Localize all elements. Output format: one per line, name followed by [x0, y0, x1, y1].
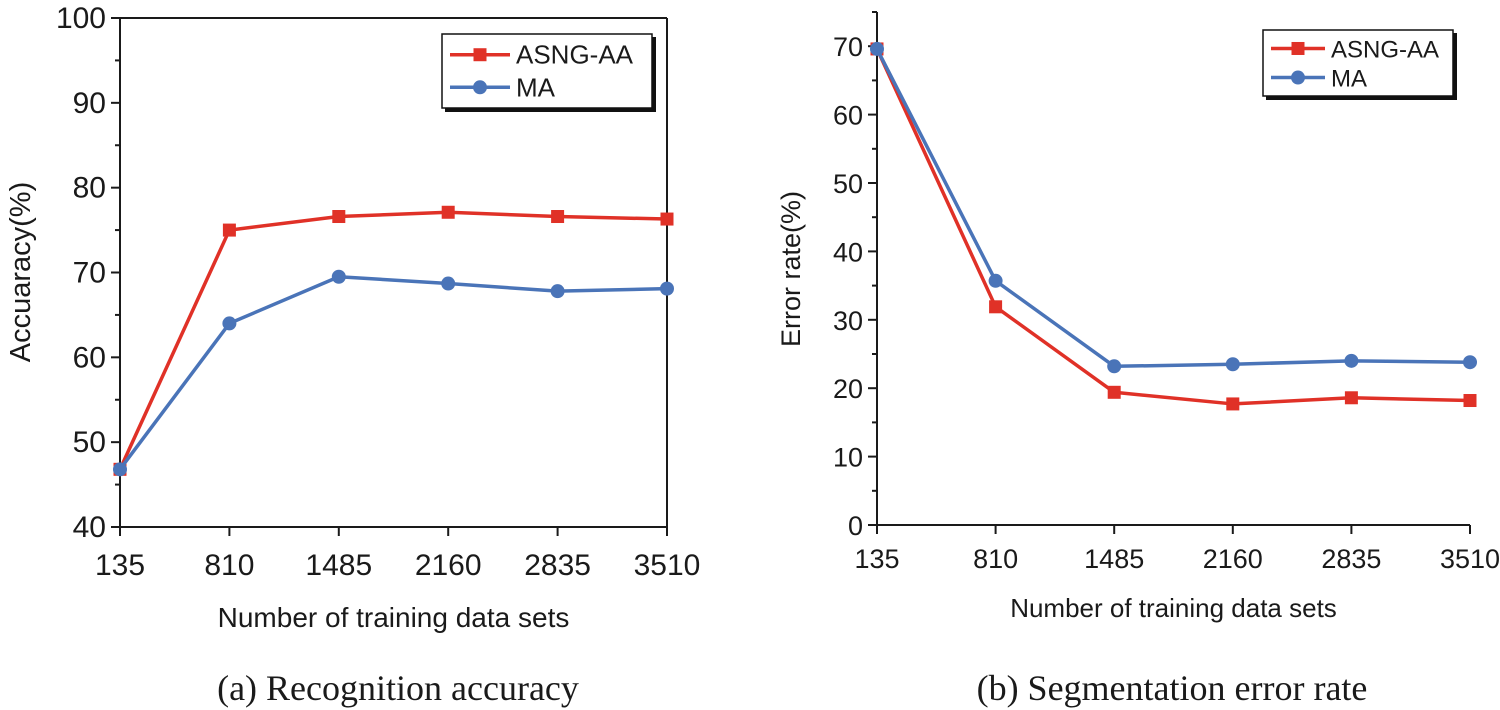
data-point-asng-aa: [332, 210, 346, 224]
x-axis-label: Number of training data sets: [1010, 593, 1337, 623]
y-tick-label: 50: [73, 426, 106, 459]
data-point-ma: [222, 316, 237, 331]
y-tick-label: 90: [73, 87, 106, 120]
x-tick-label: 135: [95, 549, 145, 582]
y-tick-label: 60: [833, 101, 863, 131]
data-point-asng-aa: [989, 300, 1003, 314]
y-tick-label: 80: [73, 172, 106, 205]
y-tick-label: 20: [833, 374, 863, 404]
x-tick-label: 1485: [1084, 544, 1144, 574]
data-point-ma: [113, 462, 127, 477]
x-tick-label: 3510: [1440, 544, 1500, 574]
y-tick-label: 70: [73, 257, 106, 290]
legend-label-ma: MA: [516, 72, 556, 102]
legend-label-asng-aa: ASNG-AA: [1331, 36, 1439, 63]
data-point-asng-aa: [1344, 391, 1358, 405]
x-tick-label: 810: [973, 544, 1018, 574]
data-point-ma: [660, 281, 674, 296]
data-point-asng-aa: [441, 205, 455, 219]
series-line-ma: [118, 274, 668, 471]
data-point-asng-aa: [551, 210, 565, 224]
chart-caption: (b) Segmentation error rate: [977, 668, 1368, 708]
legend-frame: [1262, 29, 1454, 97]
legend-shadow-bottom: [1266, 96, 1456, 100]
data-point-ma: [550, 284, 565, 299]
x-axis-label: Number of training data sets: [218, 602, 570, 633]
y-tick-label: 30: [833, 306, 863, 336]
series-line-asng-aa: [875, 48, 1471, 406]
data-point-asng-aa: [1226, 397, 1240, 411]
series-line-ma: [875, 48, 1471, 369]
data-point-ma: [1225, 357, 1240, 372]
legend-label-asng-aa: ASNG-AA: [516, 40, 634, 70]
data-point-asng-aa: [222, 223, 236, 237]
data-point-ma: [1463, 355, 1477, 370]
y-axis-label: Accuaracy(%): [5, 182, 37, 363]
legend-shadow-right: [1453, 33, 1457, 100]
legend-marker-ma: [1291, 70, 1305, 85]
series-line-asng-aa: [118, 210, 668, 471]
y-tick-label: 40: [73, 511, 106, 544]
x-tick-label: 2835: [1321, 544, 1381, 574]
y-tick-label: 10: [833, 443, 863, 473]
y-tick-label: 60: [73, 341, 106, 374]
data-point-ma: [1344, 353, 1359, 368]
legend-marker-asng-aa: [1291, 41, 1305, 55]
x-tick-label: 810: [204, 549, 254, 582]
chart-panel-a: 40 50 60 70 80 90 100 135 810 1485 2160 2835 3510 Num…: [5, 2, 700, 708]
y-tick-label: 100: [56, 2, 106, 35]
legend-shadow-bottom: [445, 108, 655, 112]
x-tick-label: 2160: [1203, 544, 1263, 574]
data-point-ma: [1107, 359, 1122, 374]
x-tick-label: 135: [854, 544, 899, 574]
x-tick-label: 3510: [634, 549, 701, 582]
legend-marker-ma: [473, 80, 487, 95]
y-tick-label: 0: [848, 511, 863, 541]
x-tick-label: 2160: [415, 549, 482, 582]
x-tick-label: 2835: [524, 549, 591, 582]
legend-marker-asng-aa: [473, 48, 487, 62]
chart-panel-b: 0 10 20 30 40 50 60 70 135 810 1485 2160 2835 3510 Num…: [776, 11, 1500, 708]
data-point-ma: [988, 273, 1003, 288]
data-point-ma: [441, 276, 456, 291]
legend: ASNG-AA MA: [1262, 29, 1457, 100]
data-point-asng-aa: [1463, 394, 1477, 408]
x-tick-label: 1485: [305, 549, 372, 582]
y-tick-label: 50: [833, 169, 863, 199]
y-tick-label: 70: [833, 32, 863, 62]
data-point-ma: [331, 269, 346, 284]
legend-shadow-right: [652, 37, 656, 112]
legend-label-ma: MA: [1331, 66, 1367, 93]
chart-caption: (a) Recognition accuracy: [217, 668, 579, 708]
y-tick-label: 40: [833, 237, 863, 267]
data-point-asng-aa: [660, 212, 674, 226]
data-point-ma: [870, 41, 884, 56]
y-axis-label: Error rate(%): [776, 191, 806, 347]
data-point-asng-aa: [1107, 385, 1121, 399]
